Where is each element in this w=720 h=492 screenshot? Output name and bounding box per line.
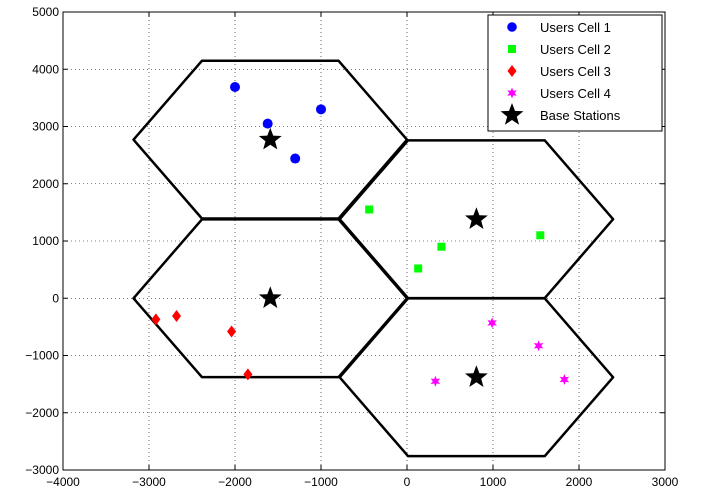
legend: Users Cell 1 Users Cell 2 Users Cell 3 User… <box>487 14 663 132</box>
legend-marker-5 <box>500 103 524 125</box>
y-tick-label: 4000 <box>32 62 59 76</box>
x-tick-label: −2000 <box>218 475 252 489</box>
point-series-3 <box>172 309 182 322</box>
data-points <box>151 81 570 387</box>
point-series-4 <box>487 317 497 329</box>
axis-ticks <box>62 11 666 471</box>
point-series-1 <box>316 104 326 115</box>
y-tick-label: 3000 <box>32 120 59 134</box>
point-series-4 <box>430 375 441 387</box>
point-series-1 <box>230 81 240 92</box>
x-tick-label: 3000 <box>652 475 679 489</box>
legend-label-1: Users Cell 1 <box>540 20 611 35</box>
x-tick-label: 2000 <box>566 475 593 489</box>
y-axis-tick-labels: −3000 −2000 −1000 0 1000 2000 3000 4000 5000 <box>25 5 59 477</box>
y-tick-label: 5000 <box>32 5 59 19</box>
x-tick-label: 0 <box>404 475 411 489</box>
y-tick-label: −3000 <box>25 463 59 477</box>
x-axis-tick-labels: −4000 −3000 −2000 −1000 0 1000 2000 3000 <box>46 475 679 489</box>
point-series-2 <box>365 205 374 214</box>
point-series-3 <box>243 368 253 381</box>
legend-marker-3 <box>507 65 517 77</box>
legend-label-4: Users Cell 4 <box>540 86 611 101</box>
y-tick-label: 2000 <box>32 177 59 191</box>
point-series-5 <box>258 286 282 308</box>
y-tick-label: 1000 <box>32 234 59 248</box>
legend-marker-2 <box>508 45 516 53</box>
point-series-4 <box>559 374 570 385</box>
y-tick-label: −2000 <box>25 406 59 420</box>
point-series-2 <box>414 264 423 273</box>
point-series-1 <box>262 118 273 129</box>
point-series-1 <box>290 153 301 164</box>
legend-marker-4 <box>507 87 517 99</box>
y-tick-label: 0 <box>52 291 59 305</box>
point-series-3 <box>227 325 237 338</box>
cell-hexagons <box>132 59 615 458</box>
x-tick-label: 1000 <box>480 475 507 489</box>
x-tick-label: −4000 <box>46 475 80 489</box>
point-series-5 <box>258 127 282 150</box>
legend-marker-1 <box>507 22 517 32</box>
y-tick-label: −1000 <box>25 349 59 363</box>
point-series-5 <box>465 207 488 229</box>
point-series-2 <box>437 242 446 251</box>
point-series-2 <box>536 231 545 240</box>
grid-lines <box>63 12 665 470</box>
point-series-5 <box>465 365 488 387</box>
point-series-4 <box>533 340 544 352</box>
legend-label-5: Base Stations <box>540 108 621 123</box>
x-tick-label: −1000 <box>304 475 338 489</box>
legend-label-2: Users Cell 2 <box>540 42 611 57</box>
legend-label-3: Users Cell 3 <box>540 64 611 79</box>
hexagon-cell-4 <box>338 297 615 458</box>
point-series-3 <box>151 313 161 326</box>
x-tick-label: −3000 <box>132 475 166 489</box>
